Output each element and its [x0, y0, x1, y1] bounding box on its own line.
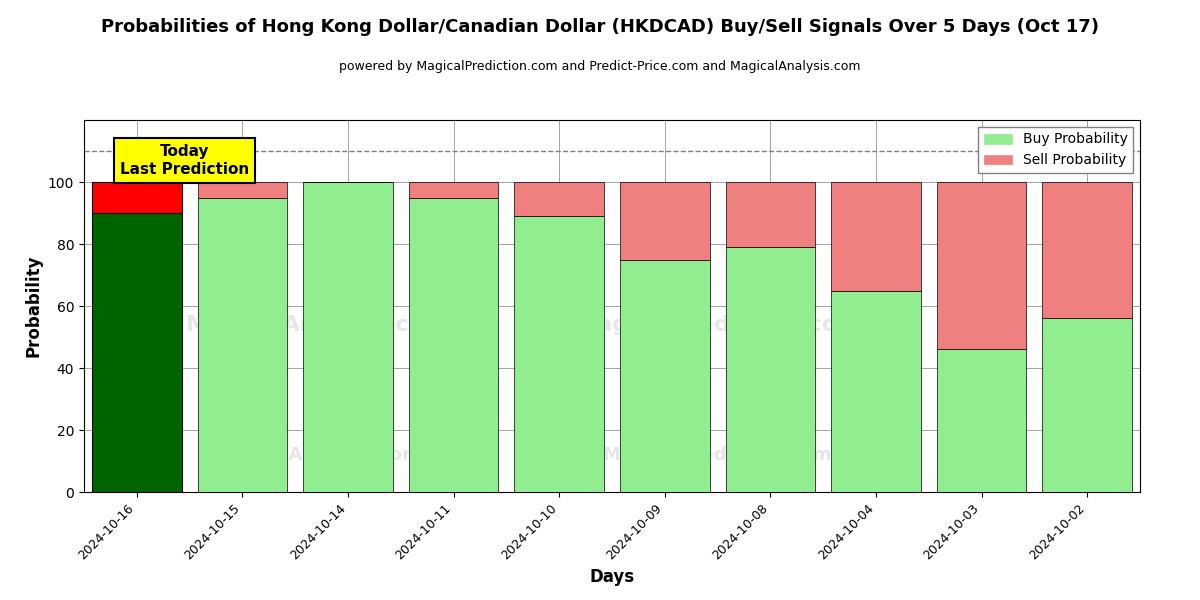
Bar [515, 216, 604, 492]
Bar [515, 182, 604, 216]
Bar [409, 182, 498, 197]
Bar [726, 182, 815, 247]
Text: MagicalAnalysis.com: MagicalAnalysis.com [211, 446, 421, 464]
X-axis label: Days: Days [589, 568, 635, 586]
Text: MagicalPrediction.com: MagicalPrediction.com [575, 314, 860, 335]
Bar [1043, 319, 1132, 492]
Bar [1043, 182, 1132, 319]
Y-axis label: Probability: Probability [24, 255, 42, 357]
Bar [832, 182, 920, 290]
Text: MagicalPrediction.com: MagicalPrediction.com [602, 446, 833, 464]
Bar [937, 182, 1026, 349]
Bar [620, 259, 709, 492]
Bar [92, 213, 181, 492]
Text: Probabilities of Hong Kong Dollar/Canadian Dollar (HKDCAD) Buy/Sell Signals Over: Probabilities of Hong Kong Dollar/Canadi… [101, 18, 1099, 36]
Legend: Buy Probability, Sell Probability: Buy Probability, Sell Probability [978, 127, 1133, 173]
Bar [726, 247, 815, 492]
Bar [198, 182, 287, 197]
Text: powered by MagicalPrediction.com and Predict-Price.com and MagicalAnalysis.com: powered by MagicalPrediction.com and Pre… [340, 60, 860, 73]
Bar [620, 182, 709, 259]
Bar [198, 197, 287, 492]
Bar [304, 182, 392, 492]
Bar [409, 197, 498, 492]
Text: Today
Last Prediction: Today Last Prediction [120, 144, 248, 176]
Bar [832, 290, 920, 492]
Bar [937, 349, 1026, 492]
Bar [92, 182, 181, 213]
Text: MagicalAnalysis.com: MagicalAnalysis.com [186, 314, 446, 335]
